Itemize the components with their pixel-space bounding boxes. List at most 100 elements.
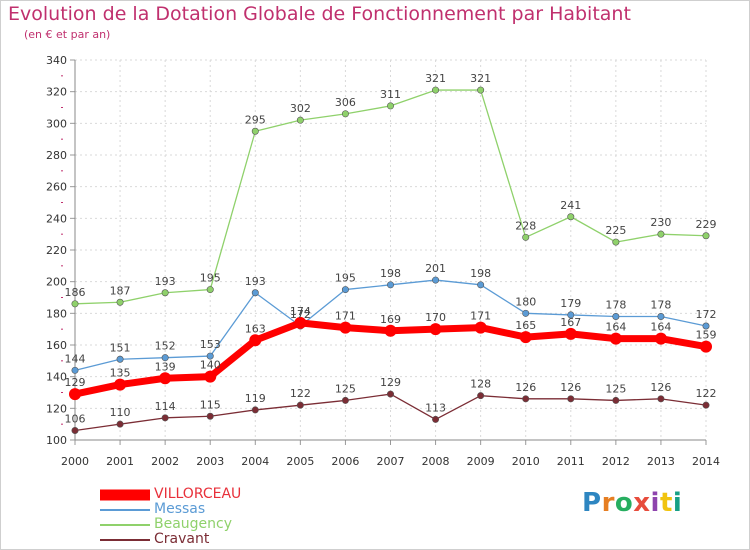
x-tick-label: 2000 bbox=[61, 455, 89, 468]
data-point-beaugency bbox=[522, 233, 530, 241]
data-point-cravant bbox=[657, 395, 665, 403]
legend: VILLORCEAU Messas Beaugency Cravant bbox=[100, 486, 300, 547]
series bbox=[69, 86, 712, 434]
data-point-villorceau bbox=[339, 321, 352, 334]
data-point-beaugency bbox=[612, 238, 620, 246]
data-label-cravant: 106 bbox=[65, 413, 86, 426]
data-label-messas: 144 bbox=[65, 352, 86, 365]
data-label-beaugency: 302 bbox=[290, 102, 311, 115]
data-label-villorceau: 170 bbox=[425, 311, 446, 324]
data-label-villorceau: 167 bbox=[560, 316, 581, 329]
data-label-messas: 180 bbox=[515, 295, 536, 308]
data-label-villorceau: 139 bbox=[155, 360, 176, 373]
data-label-villorceau: 164 bbox=[605, 321, 626, 334]
x-tick-label: 2009 bbox=[467, 455, 495, 468]
data-point-cravant bbox=[567, 395, 575, 403]
data-label-cravant: 119 bbox=[245, 392, 266, 405]
x-tick-label: 2006 bbox=[331, 455, 359, 468]
data-label-messas: 172 bbox=[696, 308, 717, 321]
data-point-beaugency bbox=[116, 298, 124, 306]
data-label-cravant: 110 bbox=[110, 406, 131, 419]
data-label-beaugency: 230 bbox=[650, 216, 671, 229]
axes: 100 120 140 160 180 200 220 240 260 280 300 320 340 2… bbox=[46, 54, 720, 468]
x-tick-label: 2008 bbox=[422, 455, 450, 468]
x-tick-label: 2010 bbox=[512, 455, 540, 468]
data-label-cravant: 125 bbox=[605, 382, 626, 395]
data-label-beaugency: 225 bbox=[605, 224, 626, 237]
data-point-cravant bbox=[116, 420, 124, 428]
data-label-villorceau: 169 bbox=[380, 313, 401, 326]
x-tick-label: 2001 bbox=[106, 455, 134, 468]
y-tick-label: 280 bbox=[46, 149, 67, 162]
data-point-beaugency bbox=[432, 86, 440, 94]
legend-label-cravant: Cravant bbox=[154, 531, 210, 547]
y-tick-label: 320 bbox=[46, 86, 67, 99]
data-label-cravant: 114 bbox=[155, 400, 176, 413]
data-label-cravant: 113 bbox=[425, 401, 446, 414]
data-point-villorceau bbox=[474, 321, 487, 334]
data-label-villorceau: 165 bbox=[515, 319, 536, 332]
x-tick-label: 2013 bbox=[647, 455, 675, 468]
data-point-cravant bbox=[432, 415, 440, 423]
data-point-cravant bbox=[702, 401, 710, 409]
data-point-messas bbox=[432, 276, 440, 284]
data-label-cravant: 122 bbox=[290, 387, 311, 400]
x-tick-label: 2011 bbox=[557, 455, 585, 468]
data-label-cravant: 129 bbox=[380, 376, 401, 389]
legend-swatch-cravant bbox=[100, 538, 150, 541]
chart-subtitle: (en € et par an) bbox=[24, 28, 111, 41]
x-tick-label: 2005 bbox=[286, 455, 314, 468]
y-tick-label: 120 bbox=[46, 402, 67, 415]
y-tick-label: 220 bbox=[46, 244, 67, 257]
data-label-beaugency: 193 bbox=[155, 275, 176, 288]
data-label-cravant: 126 bbox=[650, 381, 671, 394]
data-point-beaugency bbox=[296, 116, 304, 124]
data-label-villorceau: 164 bbox=[650, 321, 671, 334]
data-label-messas: 195 bbox=[335, 272, 356, 285]
legend-label-villorceau: VILLORCEAU bbox=[154, 486, 242, 502]
x-tick-label: 2007 bbox=[377, 455, 405, 468]
data-label-messas: 198 bbox=[380, 267, 401, 280]
data-label-messas: 198 bbox=[470, 267, 491, 280]
data-point-messas bbox=[612, 312, 620, 320]
legend-item-cravant: Cravant bbox=[100, 531, 300, 547]
data-point-beaugency bbox=[251, 127, 259, 135]
y-tick-label: 100 bbox=[46, 434, 67, 447]
data-label-messas: 178 bbox=[605, 299, 626, 312]
data-point-cravant bbox=[477, 392, 485, 400]
data-label-beaugency: 306 bbox=[335, 96, 356, 109]
legend-label-messas: Messas bbox=[154, 501, 206, 517]
data-point-villorceau bbox=[429, 323, 442, 336]
data-label-beaugency: 195 bbox=[200, 272, 221, 285]
data-label-messas: 172 bbox=[290, 308, 311, 321]
data-label-beaugency: 321 bbox=[470, 72, 491, 85]
data-point-messas bbox=[206, 352, 214, 360]
data-point-cravant bbox=[161, 414, 169, 422]
legend-item-beaugency: Beaugency bbox=[100, 516, 300, 532]
data-point-messas bbox=[116, 355, 124, 363]
y-tick-label: 300 bbox=[46, 117, 67, 130]
data-point-villorceau bbox=[69, 388, 81, 401]
data-point-cravant bbox=[522, 395, 530, 403]
data-point-cravant bbox=[341, 396, 349, 404]
y-tick-label: 180 bbox=[46, 307, 67, 320]
data-label-beaugency: 295 bbox=[245, 113, 266, 126]
data-point-cravant bbox=[251, 406, 259, 414]
data-point-villorceau bbox=[159, 372, 172, 385]
y-tick-label: 340 bbox=[46, 54, 67, 67]
legend-swatch-messas bbox=[100, 508, 150, 511]
data-label-villorceau: 159 bbox=[696, 329, 717, 342]
data-point-villorceau bbox=[519, 331, 532, 344]
data-point-messas bbox=[477, 281, 485, 289]
data-point-beaugency bbox=[567, 213, 575, 221]
data-label-messas: 193 bbox=[245, 275, 266, 288]
y-tick-label: 260 bbox=[46, 181, 67, 194]
data-label-beaugency: 229 bbox=[696, 218, 717, 231]
data-label-villorceau: 129 bbox=[65, 376, 86, 389]
line-chart: 100 120 140 160 180 200 220 240 260 280 300 320 340 2… bbox=[46, 54, 720, 468]
data-point-villorceau bbox=[609, 332, 622, 345]
data-point-messas bbox=[702, 322, 710, 330]
data-label-cravant: 115 bbox=[200, 398, 221, 411]
legend-swatch-villorceau bbox=[100, 489, 150, 500]
data-label-villorceau: 163 bbox=[245, 322, 266, 335]
